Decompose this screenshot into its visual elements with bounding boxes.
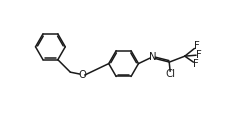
Text: N: N [149, 52, 156, 62]
Text: Cl: Cl [165, 69, 175, 79]
Text: O: O [78, 70, 86, 80]
Text: F: F [193, 59, 199, 69]
Text: F: F [194, 41, 200, 51]
Text: F: F [196, 50, 202, 60]
